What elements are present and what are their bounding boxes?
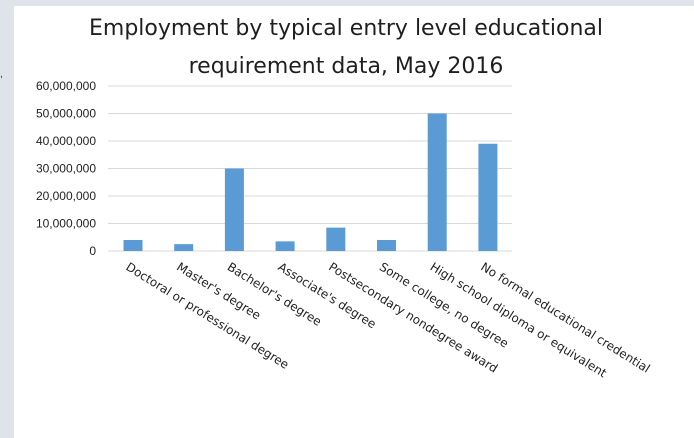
y-tick-label: 0 — [89, 244, 96, 258]
y-tick-label: 20,000,000 — [36, 189, 96, 203]
bar — [174, 244, 194, 251]
bar — [224, 168, 244, 251]
bar — [478, 143, 498, 251]
x-axis-category-labels: Doctoral or professional degreeMaster's … — [123, 260, 652, 381]
chart-title-line-1: Employment by typical entry level educat… — [89, 16, 603, 41]
x-category-label: Bachelor's degree — [225, 260, 324, 329]
edge-artifact: , — [0, 69, 3, 80]
bar — [326, 227, 346, 251]
gridlines — [108, 85, 512, 252]
y-tick-label: 40,000,000 — [36, 134, 96, 148]
x-category-label: Master's degree — [174, 260, 263, 323]
y-tick-label: 30,000,000 — [36, 162, 96, 176]
bar — [123, 240, 143, 251]
bars — [123, 113, 498, 251]
chart-title-line-2: requirement data, May 2016 — [189, 54, 504, 79]
bar — [427, 113, 447, 251]
bar — [377, 240, 396, 251]
y-tick-label: 60,000,000 — [36, 79, 96, 93]
chart-area — [14, 6, 694, 438]
y-axis-tick-labels: 0 10,000,000 20,000,000 30,000,000 40,000,00… — [36, 79, 96, 258]
bar — [275, 241, 295, 251]
y-tick-label: 10,000,000 — [36, 217, 96, 231]
y-tick-label: 50,000,000 — [36, 107, 96, 121]
